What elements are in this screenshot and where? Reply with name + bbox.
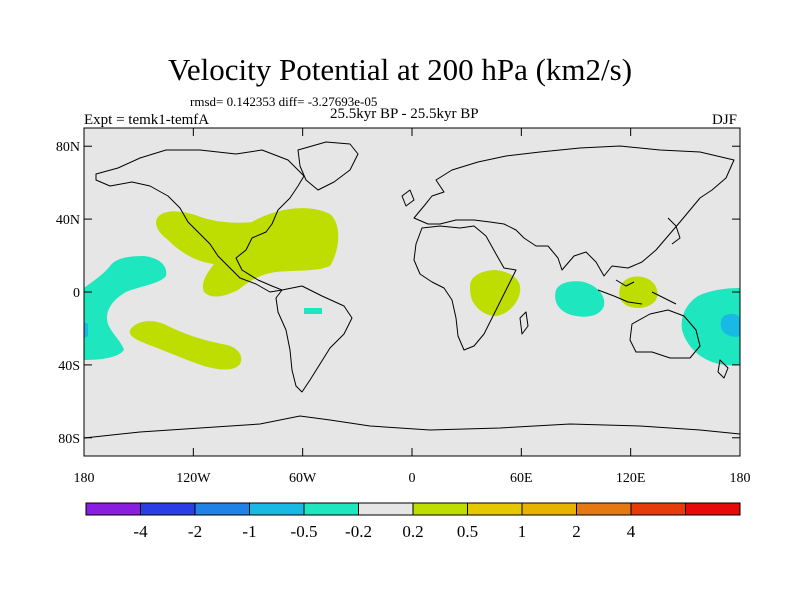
coast-indonesia [597,279,677,305]
coast-south-america [275,285,353,393]
colorbar-swatch [576,502,632,516]
contour-fills [84,141,740,439]
colorbar-label: -0.5 [291,522,318,541]
colorbar-swatch [303,502,359,516]
colorbar-label: -2 [188,522,202,541]
lon-tick-label: 0 [409,471,416,486]
season-label: DJF [712,112,738,128]
colorbar-label: -0.2 [345,522,372,541]
colorbar-label: -4 [133,522,148,541]
colorbar-swatch [194,502,250,516]
coast-australia [629,309,701,359]
coast-madagascar [519,311,529,335]
contour-western-pacific [681,288,740,366]
experiment-label: Expt = temk1-temfA [84,112,210,128]
contour-central-pacific [84,256,167,360]
lon-tick-label: 60W [289,471,317,486]
lat-tick-label: 40S [58,359,80,374]
lon-tick-label: 60E [510,471,533,486]
lon-tick-label: 180 [730,471,751,486]
colorbar-label: 4 [627,522,636,541]
lat-tick-label: 40N [56,213,80,228]
coast-north-america [95,149,305,293]
coast-greenland [297,141,359,191]
colorbar-label: 0.2 [402,522,423,541]
contour-indian-ocean [555,281,605,317]
contour-pacific-core [84,322,88,338]
lon-tick-label: 120E [616,471,646,486]
lat-tick-label: 80S [58,432,80,447]
coast-africa [413,225,517,351]
coast-japan [667,217,681,245]
contour-south-pacific [129,321,242,370]
colorbar-swatch [249,502,305,516]
coast-europe-asia [413,145,735,277]
colorbar-swatch [630,502,686,516]
colorbar-label: 1 [518,522,527,541]
stats-line: rmsd= 0.142353 diff= -3.27693e-05 [190,94,378,109]
contour-north-atlantic [156,208,339,297]
colorbar-swatch [467,502,523,516]
lat-tick-label: 0 [73,286,80,301]
map-axes: 80N 40N 0 40S 80S 180 120W 60W 0 60E 120E 180 [56,128,751,486]
coast-uk [401,189,415,207]
lat-tick-label: 80N [56,140,80,155]
plot-title: Velocity Potential at 200 hPa (km2/s) [167,52,633,87]
colorbar-label: 2 [572,522,581,541]
coast-new-zealand [717,359,729,379]
colorbar-swatch [521,502,577,516]
colorbar-label: 0.5 [457,522,478,541]
colorbar: -4 -2 -1 -0.5 -0.2 0.2 0.5 1 2 4 [85,502,741,541]
coastlines [84,141,740,439]
period-label: 25.5kyr BP - 25.5kyr BP [330,106,479,122]
colorbar-swatch [85,502,141,516]
colorbar-swatch [358,502,414,516]
coast-antarctica [84,415,740,439]
contour-coral-sea-core [720,313,740,337]
colorbar-swatch [140,502,196,516]
contour-east-africa [470,270,521,316]
colorbar-label: -1 [242,522,256,541]
lon-tick-label: 180 [74,471,95,486]
colorbar-swatch [412,502,468,516]
lon-tick-label: 120W [176,471,211,486]
contour-small-brazil [304,308,322,314]
colorbar-swatch [685,502,741,516]
